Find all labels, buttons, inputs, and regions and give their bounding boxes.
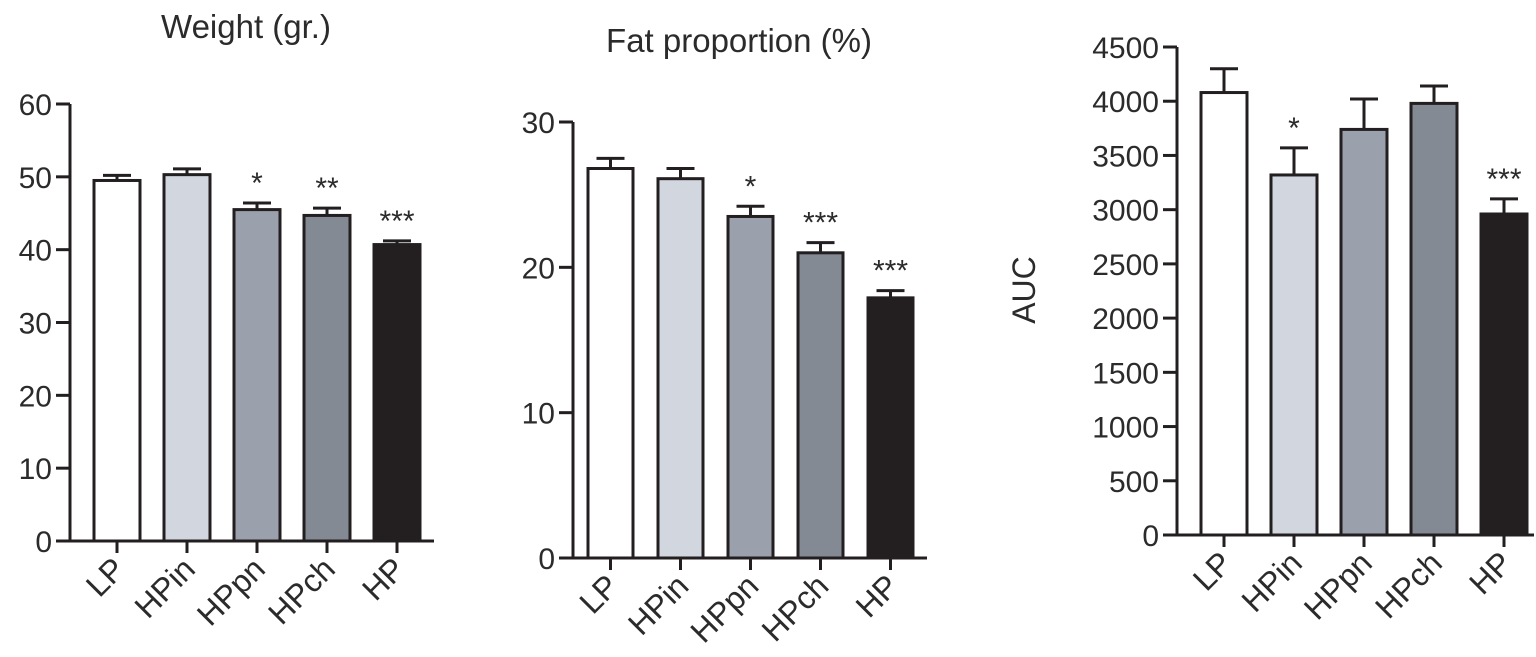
x-tick-label: LP (79, 550, 132, 603)
y-tick-label: 0 (1142, 520, 1159, 553)
x-tick-label: HPpn (1297, 544, 1379, 626)
x-tick-label: HP (1462, 544, 1519, 601)
y-tick-label: 1500 (1092, 357, 1159, 390)
bar-hpin (162, 173, 212, 543)
significance-marker: *** (873, 255, 908, 288)
y-tick-label: 0 (35, 526, 52, 559)
bar-lp (1199, 91, 1249, 537)
x-tick-label: HPin (1234, 544, 1309, 619)
bar-hp (372, 243, 422, 543)
significance-marker: * (251, 167, 263, 200)
y-tick-label: 4000 (1092, 86, 1159, 119)
y-tick-label: 40 (19, 235, 52, 268)
y-tick-label: 60 (19, 89, 52, 122)
y-tick-label: 2500 (1092, 249, 1159, 282)
y-tick-label: 0 (538, 543, 555, 576)
y-axis-label: AUC (1006, 256, 1042, 324)
bar-hpch (1409, 101, 1459, 537)
x-tick-label: HPpn (683, 567, 765, 649)
bar-hpin (656, 177, 705, 560)
x-tick-label: LP (1186, 544, 1239, 597)
significance-marker: *** (803, 207, 838, 240)
bar-hpin (1269, 173, 1319, 537)
x-tick-label: HPin (127, 550, 202, 625)
y-tick-label: 20 (19, 380, 52, 413)
y-tick-label: 4500 (1092, 32, 1159, 65)
significance-marker: *** (1486, 163, 1521, 196)
x-tick-label: HPch (261, 550, 342, 631)
x-tick-label: HPch (755, 567, 836, 648)
y-tick-label: 10 (19, 453, 52, 486)
y-tick-label: 500 (1109, 466, 1159, 499)
x-tick-label: HP (355, 550, 412, 607)
x-tick-label: HPpn (190, 550, 272, 632)
bar-lp (586, 167, 635, 560)
y-tick-label: 1000 (1092, 412, 1159, 445)
x-tick-label: HPin (621, 567, 696, 642)
bar-hp (1479, 212, 1529, 537)
bar-hppn (1339, 127, 1389, 537)
y-tick-label: 30 (522, 107, 555, 140)
significance-marker: * (1288, 112, 1300, 145)
bar-hpch (302, 213, 352, 543)
x-tick-label: LP (572, 567, 625, 620)
x-tick-label: HP (849, 567, 906, 624)
chart-title: Weight (gr.) (161, 8, 331, 45)
bar-hppn (726, 214, 775, 560)
x-tick-label: HPch (1368, 544, 1449, 625)
y-tick-label: 2000 (1092, 303, 1159, 336)
y-tick-label: 20 (522, 252, 555, 285)
y-tick-label: 3000 (1092, 195, 1159, 228)
bar-lp (92, 178, 142, 543)
y-tick-label: 10 (522, 398, 555, 431)
bar-hp (866, 296, 915, 560)
bar-hpch (796, 251, 845, 560)
bar-hppn (232, 208, 282, 543)
chart-title: Fat proportion (%) (606, 22, 872, 59)
significance-marker: * (745, 170, 757, 203)
significance-marker: *** (379, 205, 414, 238)
significance-marker: ** (315, 172, 339, 205)
y-tick-label: 30 (19, 308, 52, 341)
y-tick-label: 3500 (1092, 140, 1159, 173)
auc-chart: AUC 0 500 1000 1500 2000 2500 3000 3500 4000 4500 L… (1006, 32, 1534, 627)
y-tick-label: 50 (19, 162, 52, 195)
